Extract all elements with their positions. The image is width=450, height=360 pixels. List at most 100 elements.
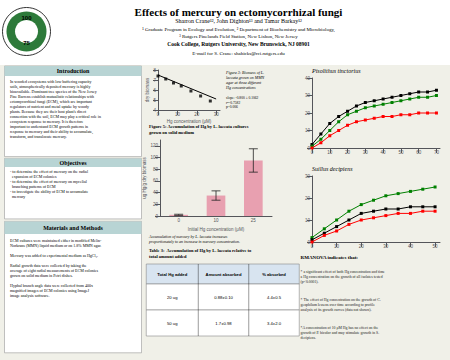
svg-text:10: 10 (334, 244, 340, 249)
svg-text:³ Rutgers Pinelands Field Stat: ³ Rutgers Pinelands Field Station, New L… (179, 34, 298, 40)
svg-text:Hg concentrations: Hg concentrations (225, 85, 256, 90)
svg-text:total amount added: total amount added (149, 254, 187, 259)
svg-text:% absorbed: % absorbed (262, 272, 286, 277)
svg-text:Cook College, Rutgers Universi: Cook College, Rutgers University, New Br… (167, 41, 310, 47)
svg-text:r²=0.7582: r²=0.7582 (226, 101, 240, 105)
svg-text:Hg concentration (μM): Hg concentration (μM) (167, 119, 212, 124)
svg-text:* The effect of Hg concentrati: * The effect of Hg concentration on the … (301, 298, 381, 302)
svg-text:¹ Graduate Program in Ecology: ¹ Graduate Program in Ecology and Evolut… (142, 27, 335, 33)
svg-text:0: 0 (177, 218, 180, 223)
svg-text:5: 5 (153, 98, 156, 103)
svg-text:20: 20 (194, 112, 200, 117)
svg-text:Mercury was added to experimen: Mercury was added to experimental medium… (10, 253, 98, 258)
svg-text:100: 100 (150, 155, 158, 160)
svg-text:50: 50 (398, 150, 404, 155)
svg-text:bioavailable. Dominant tree sp: bioavailable. Dominant tree species of t… (10, 89, 97, 94)
svg-text:0: 0 (311, 150, 314, 155)
svg-text:70: 70 (434, 150, 440, 155)
svg-text:20: 20 (305, 111, 311, 116)
svg-text:0.88±0.10: 0.88±0.10 (214, 295, 233, 300)
svg-text:Figure 5: Accumulation of Hg b: Figure 5: Accumulation of Hg by L. lacca… (149, 124, 249, 129)
svg-text:0: 0 (311, 244, 314, 249)
svg-text:Amount absorbed: Amount absorbed (206, 272, 242, 277)
svg-text:connection with the soil, ECM: connection with the soil, ECM may play a… (10, 114, 101, 119)
svg-text:10: 10 (305, 128, 311, 133)
svg-text:Norkrans (MMN) liquid medium o: Norkrans (MMN) liquid medium or on 1.8% … (10, 243, 101, 248)
svg-text:30: 30 (305, 174, 311, 179)
svg-text:Introduction: Introduction (57, 68, 90, 74)
svg-text:30: 30 (363, 150, 369, 155)
svg-text:plants. Because they are their: plants. Because they are their host plan… (10, 109, 86, 114)
svg-text:transform, and translocate mer: transform, and translocate mercury. (10, 134, 67, 140)
svg-text:ug Hg/g dry biomass: ug Hg/g dry biomass (142, 157, 147, 199)
svg-text:E-mail for S. Crane: shahicks@: E-mail for S. Crane: shahicks@rci.rutger… (192, 51, 285, 56)
svg-text:30: 30 (305, 93, 311, 98)
svg-text:40: 40 (153, 190, 159, 195)
svg-text:60: 60 (153, 178, 159, 183)
svg-text:10: 10 (175, 112, 181, 117)
svg-text:60: 60 (416, 150, 422, 155)
svg-text:ecosystem response to mercury.: ecosystem response to mercury. It is the… (10, 119, 84, 124)
svg-text:Sharron Crane¹², John Dighton¹: Sharron Crane¹², John Dighton¹³ and Tama… (175, 18, 302, 24)
svg-text:40: 40 (408, 244, 414, 249)
svg-text:75: 75 (23, 40, 30, 46)
svg-text:0: 0 (157, 112, 160, 117)
svg-text:20: 20 (153, 202, 159, 207)
svg-text:3.4±2.0: 3.4±2.0 (267, 321, 282, 326)
svg-text:30: 30 (214, 112, 220, 117)
svg-text:* a significant effect of both: * a significant effect of both Hg concen… (301, 270, 385, 274)
svg-text:10: 10 (327, 150, 333, 155)
svg-text:soils, atmospherically deposit: soils, atmospherically deposited mercury… (10, 84, 91, 89)
svg-text:p=0.006: p=0.006 (226, 105, 238, 109)
svg-text:50: 50 (433, 244, 439, 249)
svg-text:(p<0.0001).: (p<0.0001). (301, 280, 319, 284)
svg-text:40: 40 (381, 150, 387, 155)
svg-text:20: 20 (359, 244, 365, 249)
svg-text:8: 8 (153, 68, 156, 73)
svg-text:20: 20 (345, 150, 351, 155)
svg-text:a Hg concentration on the grow: a Hg concentration on the growth of all … (301, 275, 383, 279)
svg-text:120: 120 (150, 143, 158, 148)
svg-text:20: 20 (305, 196, 311, 201)
svg-text:Pine Barrens establish mutuali: Pine Barrens establish mutualistic relat… (10, 94, 94, 99)
svg-text:decipiens.: decipiens. (301, 336, 316, 340)
svg-text:25: 25 (251, 218, 257, 223)
svg-text:10: 10 (305, 218, 311, 223)
svg-text:dry biomass: dry biomass (145, 77, 150, 102)
svg-text:regulators of nutrient and met: regulators of nutrient and metal uptake … (10, 104, 89, 109)
svg-text:Objectives: Objectives (60, 160, 88, 166)
svg-text:Initial Hg concentration (μM): Initial Hg concentration (μM) (188, 227, 245, 232)
svg-text:RMANOVA indicates that:: RMANOVA indicates that: (301, 255, 359, 260)
svg-text:7: 7 (153, 78, 156, 83)
svg-text:Table 3: Accumulation of Hg b: Table 3: Accumulation of Hg by L. laccat… (149, 248, 252, 253)
svg-text:In wooded ecosystems with low: In wooded ecosystems with low buffering … (10, 79, 92, 84)
svg-text:40: 40 (305, 76, 311, 81)
svg-text:Materials and Methods: Materials and Methods (43, 225, 103, 231)
svg-text:ectomycorrhizal fungi (ECM), w: ectomycorrhizal fungi (ECM), which are i… (10, 99, 92, 104)
svg-text:growth of P. bicolor and may s: growth of P. bicolor and may stimulate g… (301, 331, 380, 335)
svg-text:4.4±0.5: 4.4±0.5 (267, 295, 282, 300)
svg-text:10: 10 (213, 218, 219, 223)
svg-text:50 ug: 50 ug (167, 321, 178, 326)
svg-text:grown on solid medium: grown on solid medium (149, 130, 194, 135)
svg-text:image analysis software.: image analysis software. (10, 293, 49, 298)
svg-text:0: 0 (155, 214, 158, 219)
svg-text:80: 80 (153, 167, 159, 172)
svg-text:proportionately to an increase: proportionately to an increase in mercur… (148, 239, 240, 244)
svg-text:100: 100 (21, 15, 32, 21)
svg-text:30: 30 (383, 244, 389, 249)
svg-text:slope: -0.800 ± 0.1062: slope: -0.800 ± 0.1062 (226, 96, 259, 100)
svg-text:Total Hg added: Total Hg added (157, 272, 187, 277)
svg-text:grown on solid medium in Petri: grown on solid medium in Petri dishes. (10, 273, 73, 278)
svg-text:important to understand ECM gr: important to understand ECM growth patte… (10, 124, 88, 129)
svg-text:Pisolithus tinctorius: Pisolithus tinctorius (311, 68, 361, 74)
svg-text:geophilum lessens over time ac: geophilum lessens over time according to… (301, 303, 376, 307)
svg-text:Suillus decipiens: Suillus decipiens (312, 166, 353, 172)
svg-text:mercury: mercury (10, 194, 25, 199)
svg-text:20 ug: 20 ug (167, 295, 178, 300)
svg-text:analysis of its growth curves: analysis of its growth curves (data not … (301, 308, 372, 312)
svg-text:*A concentration of 10 μM Hg h: *A concentration of 10 μM Hg has no effe… (301, 326, 379, 330)
svg-text:Effects of mercury on ectomyco: Effects of mercury on ectomycorrhizal fu… (135, 6, 343, 18)
svg-text:6: 6 (153, 88, 156, 93)
svg-text:1.7±0.98: 1.7±0.98 (215, 321, 232, 326)
